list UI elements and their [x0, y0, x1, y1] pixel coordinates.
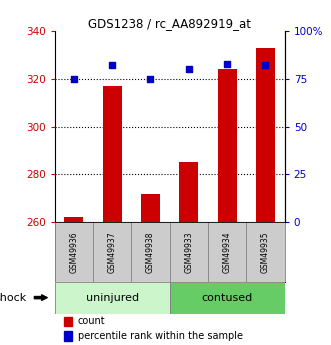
Bar: [103, 86, 122, 222]
Text: GSM49938: GSM49938: [146, 231, 155, 273]
Bar: [179, 162, 198, 222]
Text: GSM49935: GSM49935: [261, 231, 270, 273]
Text: percentile rank within the sample: percentile rank within the sample: [77, 331, 243, 341]
Bar: [256, 48, 275, 222]
Text: GSM49934: GSM49934: [223, 231, 232, 273]
Point: [110, 63, 115, 68]
Text: shock: shock: [0, 293, 27, 303]
Text: count: count: [77, 316, 105, 326]
Text: GSM49936: GSM49936: [69, 231, 78, 273]
Title: GDS1238 / rc_AA892919_at: GDS1238 / rc_AA892919_at: [88, 17, 251, 30]
Bar: [169, 282, 285, 314]
Text: contused: contused: [202, 293, 253, 303]
Point: [224, 61, 230, 66]
Bar: [55, 282, 169, 314]
Point: [263, 63, 268, 68]
Bar: [64, 332, 72, 341]
Bar: [64, 316, 72, 326]
Point: [148, 76, 153, 82]
Text: uninjured: uninjured: [86, 293, 139, 303]
Point: [186, 67, 191, 72]
Bar: [217, 69, 237, 222]
Bar: [141, 194, 160, 222]
Point: [71, 76, 76, 82]
Text: GSM49937: GSM49937: [108, 231, 117, 273]
Bar: [64, 217, 83, 222]
Text: GSM49933: GSM49933: [184, 231, 193, 273]
